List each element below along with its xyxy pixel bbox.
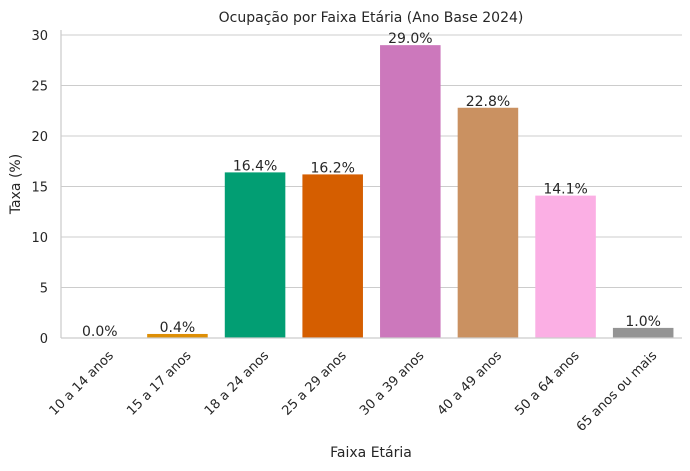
bars [147,45,674,338]
y-tick-label: 5 [40,282,48,297]
y-tick-label: 15 [31,181,48,196]
chart-title: Ocupação por Faixa Etária (Ano Base 2024… [219,10,524,26]
y-tick-label: 25 [31,80,48,95]
bar [380,45,441,338]
x-axis-label: Faixa Etária [330,445,412,461]
bar [302,174,363,338]
x-tick-label: 25 a 29 anos [279,348,349,418]
y-tick-label: 30 [31,29,48,44]
bar-value-labels: 0.0% 0.4% 16.4% 16.2% 29.0% 22.8% 14.1% 1.0% [82,31,661,340]
bar [612,327,674,338]
bar-value-label: 16.4% [233,158,277,174]
y-tick-label: 20 [31,130,48,145]
x-tick-label: 50 a 64 anos [512,348,582,418]
x-tick-label: 15 a 17 anos [124,348,194,418]
x-tick-label: 30 a 39 anos [357,348,427,418]
bar [535,195,596,338]
x-tick-label: 40 a 49 anos [435,348,505,418]
y-tick-label: 10 [31,231,48,246]
bar [457,107,519,338]
y-axis-label: Taxa (%) [8,154,24,215]
bar-value-label: 0.4% [160,320,196,336]
bar-value-label: 0.0% [82,324,118,340]
x-tick-label: 18 a 24 anos [202,348,272,418]
x-tick-label: 10 a 14 anos [47,348,117,418]
bar-value-label: 22.8% [466,94,510,110]
bar-value-label: 1.0% [625,314,661,330]
x-tick-labels: 10 a 14 anos 15 a 17 anos 18 a 24 anos 25 a… [47,348,661,434]
y-tick-labels: 0 5 10 15 20 25 30 [31,29,48,347]
x-tick-label: 65 anos ou mais [574,348,660,434]
bar-value-label: 29.0% [388,31,432,47]
bar-value-label: 16.2% [310,160,354,176]
bar [147,333,208,338]
y-tick-label: 0 [40,332,48,347]
bar-value-label: 14.1% [543,182,587,198]
bar [224,172,286,338]
